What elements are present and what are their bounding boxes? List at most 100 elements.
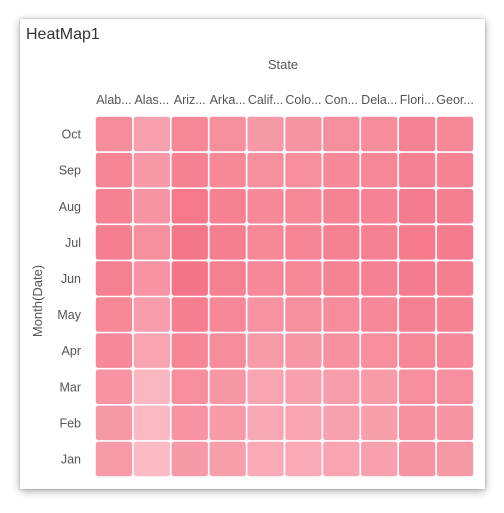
heatmap-cell[interactable]: Geor... / Jun [436, 261, 474, 296]
heatmap-cell[interactable]: Ariz... / Aug [171, 189, 208, 224]
heatmap-cell[interactable]: Colo... / May [285, 297, 322, 332]
heatmap-cell[interactable]: Dela... / Aug [361, 189, 398, 224]
heatmap-cell[interactable]: Calif... / Jan [247, 441, 284, 477]
heatmap-cell[interactable]: Arka... / May [209, 297, 246, 332]
heatmap-cell[interactable]: Colo... / Aug [285, 189, 322, 224]
heatmap-cell[interactable]: Flori... / Sep [399, 152, 436, 188]
heatmap-cell[interactable]: Geor... / Jul [436, 225, 474, 260]
heatmap-cell[interactable]: Calif... / Aug [247, 189, 284, 224]
heatmap-cell[interactable]: Flori... / Feb [399, 405, 436, 441]
heatmap-cell[interactable]: Arka... / Sep [209, 152, 246, 188]
heatmap-cell[interactable]: Dela... / Feb [361, 405, 398, 441]
heatmap-cell[interactable]: Con... / Mar [323, 369, 360, 405]
heatmap-cell[interactable]: Con... / Sep [323, 152, 360, 188]
heatmap-cell[interactable]: Colo... / Sep [285, 152, 322, 188]
heatmap-cell[interactable]: Colo... / Jun [285, 261, 322, 296]
heatmap-cell[interactable]: Ariz... / Jun [171, 261, 208, 296]
heatmap-cell[interactable]: Ariz... / Feb [171, 405, 208, 441]
heatmap-cell[interactable]: Arka... / Apr [209, 333, 246, 368]
heatmap-cell[interactable]: Flori... / Oct [399, 116, 436, 152]
heatmap-cell[interactable]: Flori... / Mar [399, 369, 436, 405]
heatmap-cell[interactable]: Geor... / Mar [436, 369, 474, 405]
heatmap-cell[interactable]: Dela... / Sep [361, 152, 398, 188]
heatmap-cell[interactable]: Alas... / Apr [133, 333, 170, 368]
heatmap-cell[interactable]: Geor... / Feb [436, 405, 474, 441]
heatmap-cell[interactable]: Alab... / Jun [95, 261, 133, 296]
heatmap-cell[interactable]: Con... / Jul [323, 225, 360, 260]
heatmap-cell[interactable]: Arka... / Mar [209, 369, 246, 405]
heatmap-cell[interactable]: Alab... / Sep [95, 152, 133, 188]
heatmap-cell[interactable]: Alas... / Jan [133, 441, 170, 477]
heatmap-cell[interactable]: Dela... / Mar [361, 369, 398, 405]
heatmap-cell[interactable]: Calif... / Oct [247, 116, 284, 152]
heatmap-cell[interactable]: Calif... / May [247, 297, 284, 332]
heatmap-cell[interactable]: Alab... / Mar [95, 369, 133, 405]
heatmap-cell[interactable]: Dela... / Jul [361, 225, 398, 260]
heatmap-cell[interactable]: Alab... / Aug [95, 189, 133, 224]
heatmap-cell[interactable]: Alas... / Oct [133, 116, 170, 152]
heatmap-cell[interactable]: Geor... / Aug [436, 189, 474, 224]
heatmap-cell[interactable]: Arka... / Jul [209, 225, 246, 260]
heatmap-cell[interactable]: Con... / Oct [323, 116, 360, 152]
heatmap-cell[interactable]: Con... / Aug [323, 189, 360, 224]
heatmap-cell[interactable]: Alas... / May [133, 297, 170, 332]
heatmap-cell[interactable]: Dela... / Oct [361, 116, 398, 152]
heatmap-cell[interactable]: Alab... / Jan [95, 441, 133, 477]
heatmap-cell[interactable]: Ariz... / Oct [171, 116, 208, 152]
heatmap-cell[interactable]: Ariz... / May [171, 297, 208, 332]
heatmap-cell[interactable]: Flori... / Jun [399, 261, 436, 296]
heatmap-cell[interactable]: Flori... / Jan [399, 441, 436, 477]
heatmap-cell[interactable]: Dela... / Jan [361, 441, 398, 477]
heatmap-cell[interactable]: Colo... / Mar [285, 369, 322, 405]
heatmap-cell[interactable]: Alas... / Jul [133, 225, 170, 260]
heatmap-cell[interactable]: Arka... / Jan [209, 441, 246, 477]
heatmap-cell[interactable]: Geor... / Jan [436, 441, 474, 477]
heatmap-cell[interactable]: Ariz... / Mar [171, 369, 208, 405]
heatmap-cell[interactable]: Flori... / Aug [399, 189, 436, 224]
heatmap-cell[interactable]: Con... / Apr [323, 333, 360, 368]
heatmap-cell[interactable]: Dela... / May [361, 297, 398, 332]
heatmap-cell[interactable]: Geor... / Sep [436, 152, 474, 188]
heatmap-cell[interactable]: Calif... / Jul [247, 225, 284, 260]
heatmap-cell[interactable]: Alab... / Jul [95, 225, 133, 260]
heatmap-cell[interactable]: Alab... / Apr [95, 333, 133, 368]
heatmap-cell[interactable]: Geor... / Oct [436, 116, 474, 152]
heatmap-cell[interactable]: Con... / Feb [323, 405, 360, 441]
heatmap-cell[interactable]: Colo... / Jul [285, 225, 322, 260]
heatmap-cell[interactable]: Flori... / May [399, 297, 436, 332]
heatmap-cell[interactable]: Ariz... / Sep [171, 152, 208, 188]
heatmap-cell[interactable]: Alab... / May [95, 297, 133, 332]
heatmap-cell[interactable]: Colo... / Jan [285, 441, 322, 477]
heatmap-cell[interactable]: Flori... / Jul [399, 225, 436, 260]
heatmap-cell[interactable]: Alas... / Sep [133, 152, 170, 188]
heatmap-cell[interactable]: Ariz... / Jul [171, 225, 208, 260]
heatmap-cell[interactable]: Arka... / Jun [209, 261, 246, 296]
heatmap-cell[interactable]: Arka... / Feb [209, 405, 246, 441]
heatmap-cell[interactable]: Geor... / May [436, 297, 474, 332]
heatmap-cell[interactable]: Colo... / Oct [285, 116, 322, 152]
heatmap-cell[interactable]: Con... / Jan [323, 441, 360, 477]
heatmap-cell[interactable]: Colo... / Apr [285, 333, 322, 368]
heatmap-cell[interactable]: Alab... / Oct [95, 116, 133, 152]
heatmap-cell[interactable]: Dela... / Apr [361, 333, 398, 368]
heatmap-cell[interactable]: Alab... / Feb [95, 405, 133, 441]
heatmap-cell[interactable]: Arka... / Oct [209, 116, 246, 152]
heatmap-cell[interactable]: Calif... / Mar [247, 369, 284, 405]
heatmap-cell[interactable]: Dela... / Jun [361, 261, 398, 296]
heatmap-cell[interactable]: Alas... / Mar [133, 369, 170, 405]
heatmap-cell[interactable]: Alas... / Jun [133, 261, 170, 296]
heatmap-cell[interactable]: Calif... / Jun [247, 261, 284, 296]
heatmap-cell[interactable]: Con... / Jun [323, 261, 360, 296]
heatmap-cell[interactable]: Alas... / Feb [133, 405, 170, 441]
heatmap-cell[interactable]: Ariz... / Jan [171, 441, 208, 477]
heatmap-cell[interactable]: Calif... / Feb [247, 405, 284, 441]
heatmap-cell[interactable]: Ariz... / Apr [171, 333, 208, 368]
heatmap-cell[interactable]: Con... / May [323, 297, 360, 332]
heatmap-cell[interactable]: Colo... / Feb [285, 405, 322, 441]
heatmap-cell[interactable]: Alas... / Aug [133, 189, 170, 224]
heatmap-cell[interactable]: Geor... / Apr [436, 333, 474, 368]
heatmap-cell[interactable]: Flori... / Apr [399, 333, 436, 368]
heatmap-cell[interactable]: Calif... / Sep [247, 152, 284, 188]
heatmap-cell[interactable]: Calif... / Apr [247, 333, 284, 368]
heatmap-cell[interactable]: Arka... / Aug [209, 189, 246, 224]
